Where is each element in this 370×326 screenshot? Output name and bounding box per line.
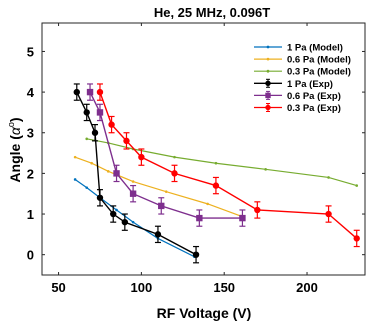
- x-tick-label: 150: [213, 280, 235, 295]
- data-point: [110, 210, 117, 218]
- data-point: [85, 186, 89, 189]
- data-point: [86, 88, 94, 96]
- legend-marker: [265, 92, 271, 99]
- data-point: [173, 155, 176, 159]
- data-point: [121, 218, 129, 226]
- legend-item: 0.6 Pa (Exp): [254, 90, 341, 102]
- data-point: [206, 202, 209, 206]
- legend-item: 0.3 Pa (Model): [254, 67, 351, 78]
- y-tick-label: 1: [27, 207, 34, 222]
- y-tick-label: 3: [27, 126, 34, 141]
- legend-marker: [265, 104, 271, 111]
- data-point: [327, 176, 330, 179]
- data-point: [123, 137, 130, 145]
- data-point: [73, 178, 77, 181]
- series-3: [73, 83, 200, 264]
- data-point: [108, 121, 115, 128]
- data-point: [192, 251, 200, 258]
- x-axis-label: RF Voltage (V): [157, 305, 252, 321]
- data-point: [355, 184, 359, 187]
- data-point: [171, 170, 178, 177]
- legend-marker: [266, 69, 270, 73]
- legend-marker: [266, 45, 270, 49]
- y-tick-label: 0: [27, 248, 34, 263]
- data-point: [115, 208, 118, 212]
- data-point: [90, 161, 93, 165]
- data-point: [158, 202, 165, 210]
- data-point: [113, 170, 120, 177]
- data-point: [85, 137, 89, 141]
- legend-label: 0.6 Pa (Exp): [287, 91, 341, 102]
- y-tick-label: 5: [27, 44, 34, 59]
- legend-label: 1 Pa (Model): [287, 43, 343, 54]
- y-tick-label: 4: [27, 85, 35, 100]
- data-point: [129, 190, 137, 197]
- data-point: [214, 161, 218, 165]
- data-point: [154, 231, 162, 238]
- data-point: [212, 182, 220, 189]
- y-axis-label-prefix: Angle (: [7, 135, 23, 183]
- data-point: [353, 235, 360, 242]
- data-point: [164, 190, 168, 193]
- legend-marker: [266, 57, 270, 61]
- series-line: [86, 138, 357, 187]
- y-axis-label-suffix: ): [7, 117, 23, 122]
- legend-label: 1 Pa (Exp): [287, 79, 333, 90]
- data-point: [91, 129, 99, 136]
- series-4: [86, 83, 246, 227]
- series-5: [96, 83, 360, 248]
- data-point: [239, 214, 246, 222]
- data-point: [83, 109, 90, 116]
- data-point: [73, 155, 77, 159]
- data-point: [264, 168, 267, 171]
- legend-item: 1 Pa (Exp): [254, 78, 333, 90]
- data-point: [254, 206, 261, 214]
- x-tick-label: 50: [51, 280, 65, 295]
- legend: 1 Pa (Model)0.6 Pa (Model)0.3 Pa (Model)…: [254, 43, 351, 114]
- legend-label: 0.3 Pa (Model): [287, 67, 351, 78]
- legend-label: 0.6 Pa (Model): [287, 55, 351, 66]
- legend-item: 1 Pa (Model): [254, 43, 343, 54]
- plot-frame: [41, 22, 366, 276]
- data-point: [96, 88, 104, 96]
- series-2: [85, 137, 359, 187]
- legend-item: 0.3 Pa (Exp): [254, 103, 341, 114]
- legend-marker: [265, 80, 271, 86]
- x-tick-label: 100: [131, 280, 153, 295]
- chart-title: He, 25 MHz, 0.096T: [154, 5, 270, 20]
- data-point: [131, 220, 135, 224]
- data-point: [138, 153, 145, 161]
- data-point: [96, 194, 104, 201]
- y-axis-label: Angle (αo): [6, 117, 23, 182]
- data-point: [73, 88, 80, 96]
- data-point: [196, 214, 203, 222]
- data-point: [106, 170, 110, 173]
- x-tick-label: 200: [296, 280, 318, 295]
- y-axis-label-sup: o: [6, 122, 16, 127]
- legend-item: 0.6 Pa (Model): [254, 55, 351, 66]
- legend-label: 0.3 Pa (Exp): [287, 103, 341, 114]
- data-point: [96, 109, 104, 116]
- y-tick-label: 2: [27, 166, 34, 181]
- data-point: [325, 210, 332, 218]
- y-axis-label-symbol: α: [7, 126, 23, 135]
- data-point: [131, 180, 135, 183]
- series-line: [76, 91, 197, 256]
